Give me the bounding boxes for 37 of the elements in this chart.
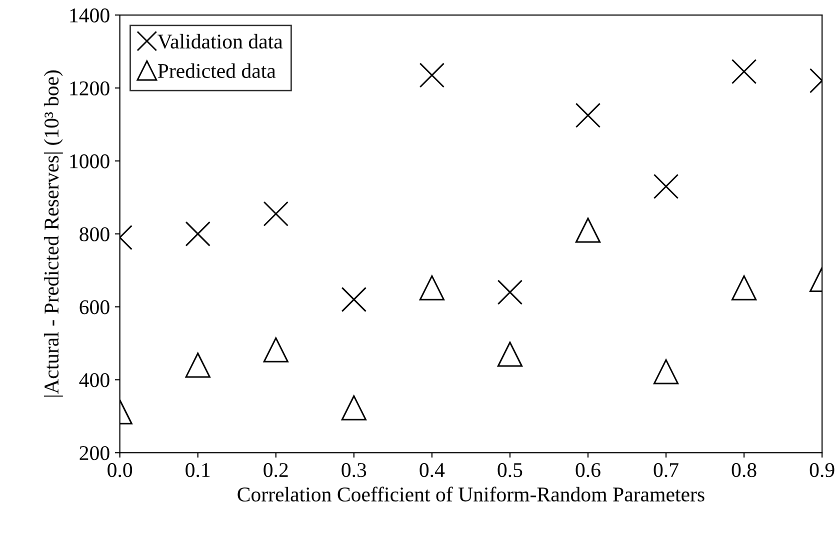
- x-tick-label: 0.1: [186, 463, 210, 478]
- point: [497, 280, 523, 305]
- point: [185, 221, 210, 246]
- x-axis-title: Correlation Coefficient of Uniform-Random Parameters: [238, 486, 704, 502]
- point: [731, 58, 757, 84]
- point: [341, 286, 366, 312]
- point: [419, 62, 445, 88]
- point: [653, 174, 679, 200]
- y-tick-label: 600: [80, 300, 110, 314]
- point: [185, 352, 210, 378]
- x-tick-label: 0.4: [420, 463, 445, 478]
- y-tick-label: 400: [79, 373, 110, 388]
- y-tick-label: 200: [80, 446, 110, 460]
- x-tick-label: 0.0: [108, 463, 132, 478]
- point: [575, 102, 601, 128]
- y-tick-label: 800: [80, 227, 110, 242]
- y-tick-label: 1200: [70, 81, 110, 96]
- x-tick-label: 0.5: [498, 463, 522, 478]
- legend-label: Predicted data: [158, 63, 276, 78]
- legend-label: Validation data: [158, 34, 283, 49]
- y-tick-label: 1400: [70, 8, 110, 22]
- y-axis-title: |Actural - Predicted Reserves| (10³ boe): [44, 70, 63, 397]
- x-tick-label: 0.9: [810, 463, 834, 478]
- x-tick-label: 0.6: [576, 463, 600, 478]
- point: [497, 342, 523, 367]
- x-tick-label: 0.7: [654, 463, 678, 478]
- x-tick-label: 0.2: [264, 463, 288, 478]
- point: [263, 337, 288, 362]
- point: [419, 275, 445, 300]
- x-tick-label: 0.8: [732, 463, 756, 478]
- point: [341, 395, 366, 420]
- point: [263, 201, 288, 226]
- point: [731, 275, 757, 300]
- point: [575, 218, 601, 243]
- x-tick-label: 0.3: [342, 463, 366, 478]
- point: [653, 359, 679, 384]
- y-tick-label: 1000: [70, 154, 110, 168]
